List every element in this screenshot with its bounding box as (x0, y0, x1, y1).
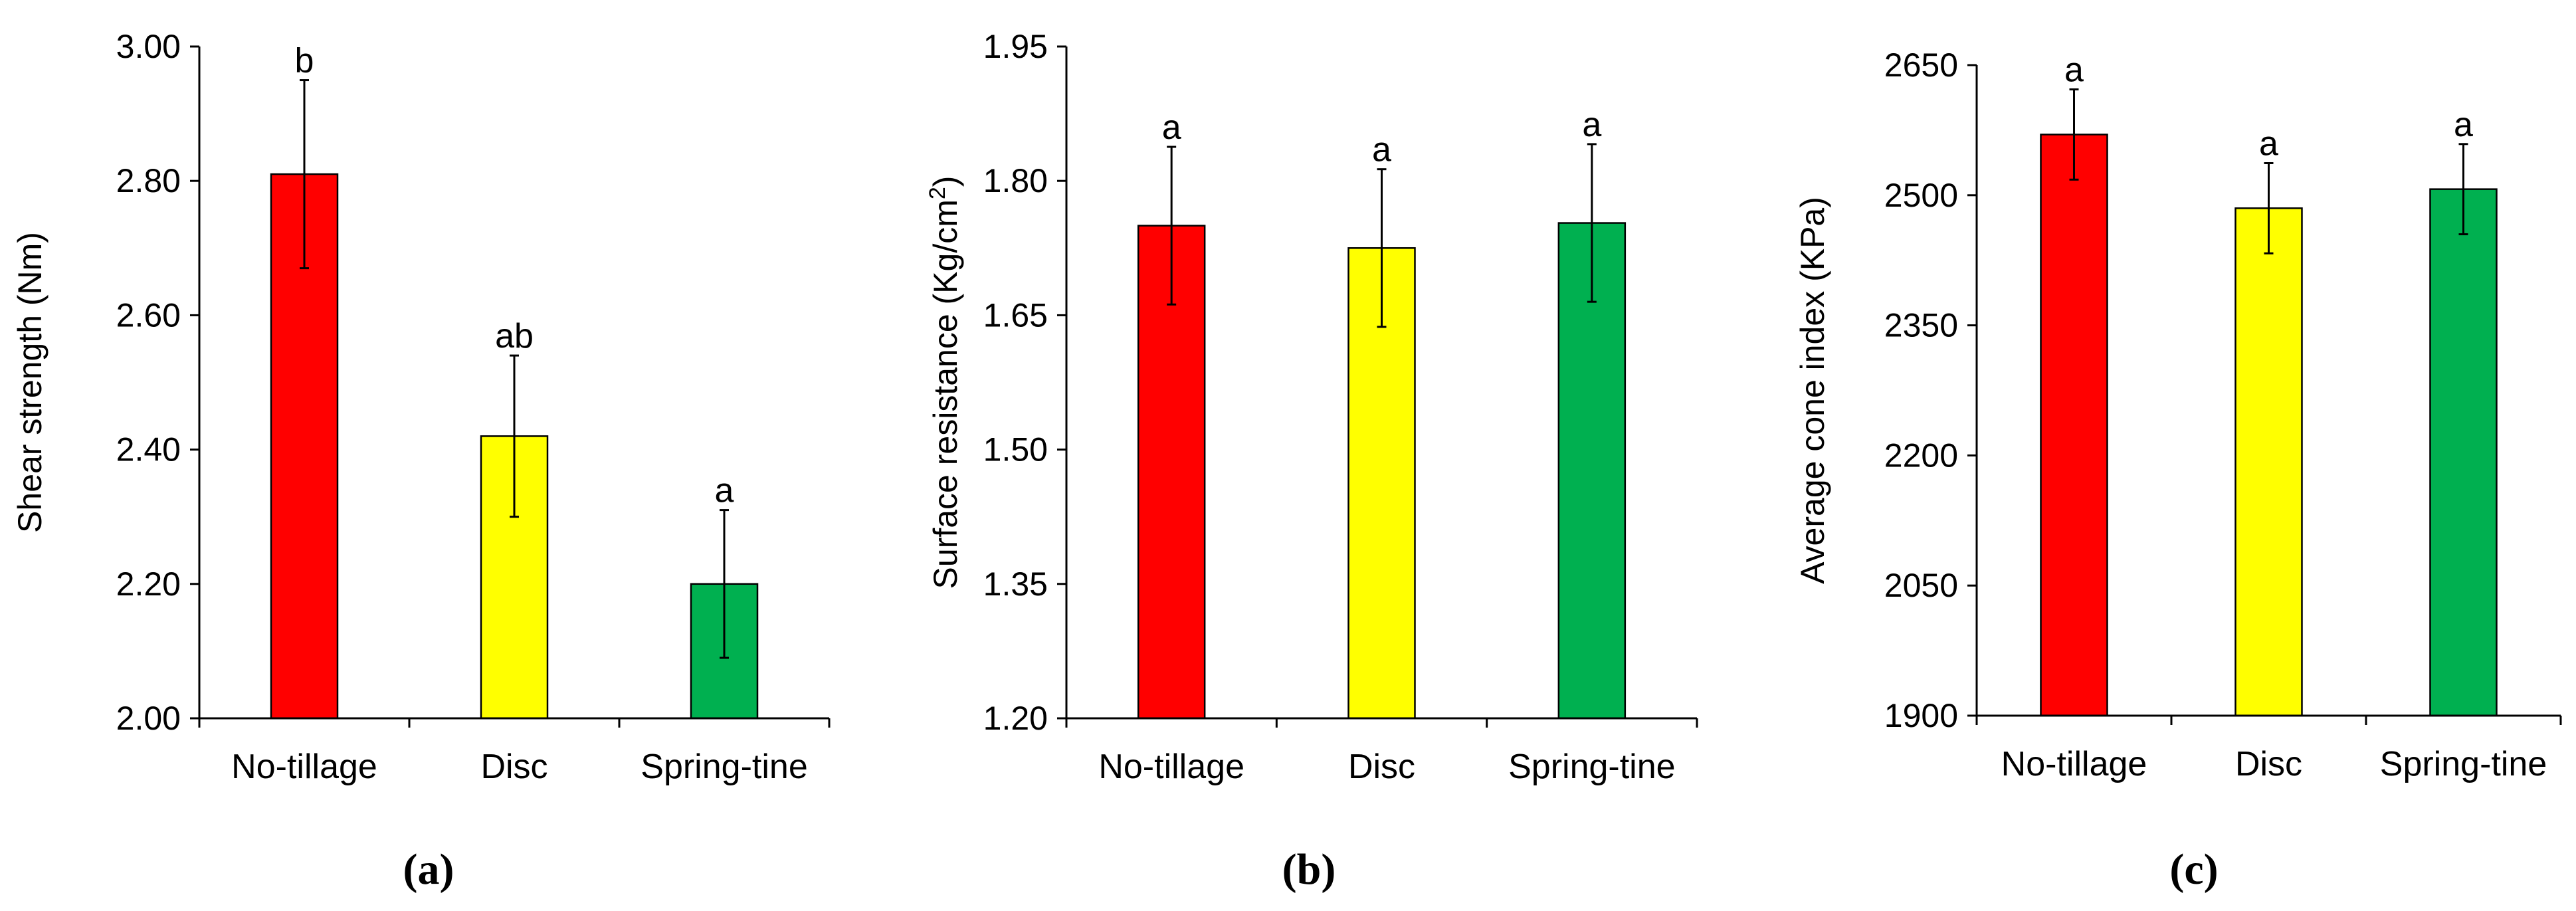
category-label: No-tillage (231, 748, 377, 786)
category-label: Spring-tine (2380, 745, 2547, 783)
y-tick-label: 2500 (1884, 177, 1958, 214)
significance-label: a (2064, 51, 2084, 90)
panel-caption: (b) (1282, 845, 1336, 894)
y-tick-label: 3.00 (116, 28, 181, 65)
y-tick-label: 2.20 (116, 565, 181, 603)
y-tick-label: 1.80 (983, 162, 1048, 199)
panel-caption: (c) (2169, 845, 2218, 894)
y-tick-label: 2350 (1884, 307, 1958, 344)
category-label: Spring-tine (1508, 748, 1675, 786)
y-axis-title: Shear strength (Nm) (11, 232, 49, 533)
y-axis-title: Surface resistance (Kg/cm2) (925, 176, 964, 589)
y-tick-label: 2.80 (116, 162, 181, 199)
bar-disc (2234, 207, 2303, 717)
y-tick-label: 2.40 (116, 431, 181, 468)
chart-panel-a: b No-tillage ab Disc a Spring-tine 2.00 2.20 2.4… (11, 28, 831, 894)
y-axis-title-text: Average cone index (KPa) (1794, 197, 1831, 584)
y-tick-label: 1.50 (983, 431, 1048, 468)
bar-no-tillage (2040, 134, 2108, 717)
y-tick-label: 1900 (1884, 697, 1958, 734)
category-label: Disc (480, 748, 547, 786)
category-label: No-tillage (1098, 748, 1244, 786)
category-label: No-tillage (2001, 745, 2147, 783)
bar-spring-tine (1557, 222, 1627, 720)
category-label: Disc (2235, 745, 2302, 783)
category-label: Disc (1348, 748, 1415, 786)
y-tick-label: 2.00 (116, 700, 181, 737)
significance-label: ab (495, 317, 534, 355)
y-axis-title-text: Surface resistance (Kg/cm (927, 199, 964, 589)
y-axis-title: Average cone index (KPa) (1794, 197, 1831, 584)
significance-label: a (715, 472, 734, 510)
significance-label: a (2259, 125, 2278, 163)
y-tick-label: 1.65 (983, 296, 1048, 334)
y-tick-label: 2050 (1884, 567, 1958, 604)
y-axis-title-superscript: 2 (925, 187, 950, 199)
chart-panel-c: a No-tillage a Disc a Spring-tine 1900 2050 2200… (1794, 47, 2562, 894)
y-tick-label: 2650 (1884, 47, 1958, 84)
y-tick-label: 1.35 (983, 565, 1048, 603)
y-axis-title-text: Shear strength (Nm) (11, 232, 49, 533)
y-tick-label: 1.95 (983, 28, 1048, 65)
significance-label: a (2454, 106, 2473, 144)
chart-panel-b: a No-tillage a Disc a Spring-tine 1.20 1.35 1.50… (925, 28, 1698, 894)
y-tick-label: 2.60 (116, 296, 181, 334)
y-axis-title-end: ) (927, 176, 964, 187)
panel-caption: (a) (403, 845, 454, 894)
y-tick-label: 2200 (1884, 437, 1958, 474)
category-label: Spring-tine (641, 748, 807, 786)
y-tick-label: 1.20 (983, 700, 1048, 737)
significance-label: a (1582, 106, 1601, 144)
bar-spring-tine (2429, 188, 2498, 717)
significance-label: a (1162, 108, 1181, 147)
significance-label: a (1372, 131, 1391, 169)
significance-label: b (295, 42, 314, 80)
